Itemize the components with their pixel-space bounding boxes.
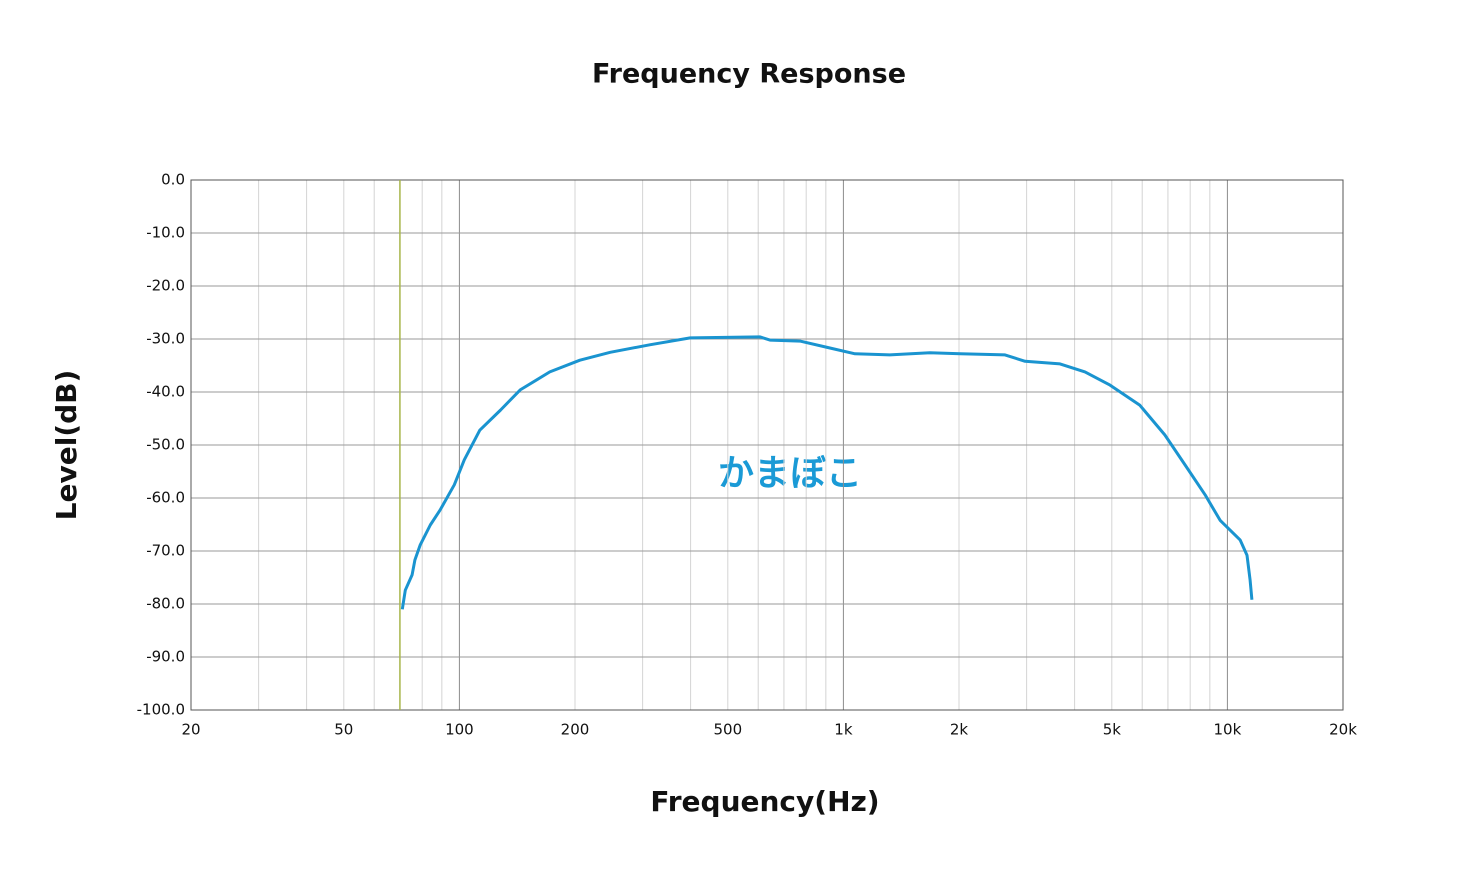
x-tick-label: 10k	[1214, 721, 1242, 739]
y-tick-label: -80.0	[146, 595, 185, 613]
y-tick-label: -40.0	[146, 383, 185, 401]
y-tick-label: -20.0	[146, 277, 185, 295]
x-tick-label: 20k	[1329, 721, 1357, 739]
y-tick-label: 0.0	[161, 171, 185, 189]
x-tick-label: 2k	[950, 721, 969, 739]
y-tick-label: -10.0	[146, 224, 185, 242]
series-line	[400, 335, 1254, 610]
x-tick-label: 500	[713, 721, 742, 739]
x-tick-label: 5k	[1103, 721, 1122, 739]
x-tick-label: 1k	[834, 721, 853, 739]
y-tick-label: -70.0	[146, 542, 185, 560]
y-tick-label: -60.0	[146, 489, 185, 507]
plot-frame	[190, 179, 1344, 711]
x-tick-label: 100	[445, 721, 474, 739]
y-tick-label: -30.0	[146, 330, 185, 348]
chart-title: Frequency Response	[592, 59, 906, 90]
y-tick-label: -90.0	[146, 648, 185, 666]
y-tick-label: -100.0	[137, 701, 185, 719]
y-axis-label: Level(dB)	[50, 370, 83, 521]
x-tick-label: 20	[181, 721, 200, 739]
x-axis-label: Frequency(Hz)	[650, 785, 879, 818]
y-tick-label: -50.0	[146, 436, 185, 454]
annotation: かまぼこ	[718, 453, 862, 494]
x-tick-label: 50	[334, 721, 353, 739]
x-tick-label: 200	[561, 721, 590, 739]
